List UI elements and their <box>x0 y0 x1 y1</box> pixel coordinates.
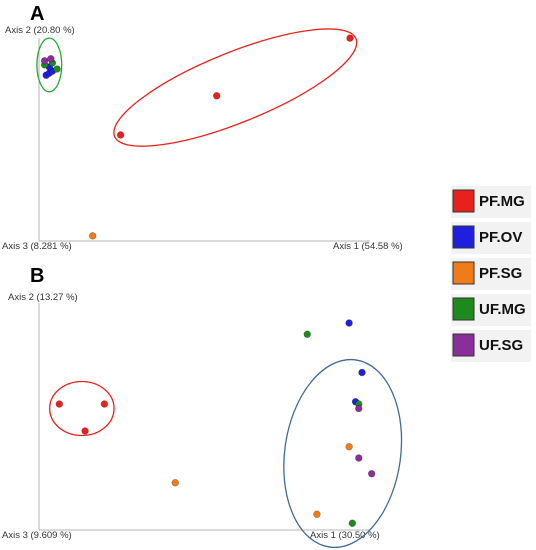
panel-a-point-pf-mg-2 <box>213 92 221 100</box>
panel-a-ellipses <box>36 28 358 147</box>
legend-swatch-pf-mg <box>452 189 475 213</box>
panel-a-ellipse-uf-mg <box>36 37 63 93</box>
panel-b-point-pf-sg-2 <box>345 443 353 451</box>
panel-b-point-uf-sg-2 <box>355 454 363 462</box>
panel-a-z-axis-label: Axis 3 (8.281 %) <box>2 241 72 252</box>
panel-b-x-axis-label: Axis 1 (30.50 %) <box>310 530 380 541</box>
panel-b-points <box>55 319 376 527</box>
panel-b-ellipse-pf-ov <box>283 358 403 549</box>
panel-a-point-uf-sg-1 <box>40 57 49 65</box>
panel-b-point-pf-ov-1 <box>345 319 353 327</box>
panel-b-point-pf-mg-1 <box>55 400 64 408</box>
panel-b-point-uf-sg-1 <box>355 404 363 413</box>
panel-b-point-pf-mg-2 <box>100 400 109 408</box>
panel-b-point-uf-sg-3 <box>367 470 376 478</box>
panel-a-point-pf-sg-1 <box>88 232 97 240</box>
panel-b-point-pf-ov-2 <box>358 368 366 377</box>
legend-label-pf-mg: PF.MG <box>479 193 525 210</box>
panel-b-z-axis-label: Axis 3 (9.609 %) <box>2 530 72 541</box>
panel-a-ellipse-pf-mg <box>113 28 358 147</box>
panel-a-letter: A <box>30 3 44 25</box>
panel-b-point-uf-mg-3 <box>348 519 357 527</box>
panel-b-point-uf-mg-1 <box>303 330 311 338</box>
panel-b-point-pf-mg-3 <box>81 427 89 435</box>
legend-swatch-pf-sg <box>452 261 475 285</box>
panel-a-point-pf-mg-1 <box>346 34 354 42</box>
panel-b-letter: B <box>30 265 44 287</box>
panel-a-point-pf-mg-3 <box>116 131 125 139</box>
panel-a-point-uf-mg-2 <box>53 65 61 73</box>
panel-b-ellipses <box>49 358 403 549</box>
legend-swatch-pf-ov <box>452 225 475 249</box>
legend-swatch-uf-sg <box>452 333 475 357</box>
legend: PF.MG PF.OV PF.SG UF.MG UF.SG <box>451 186 531 362</box>
panel-a-point-uf-sg-2 <box>47 55 55 63</box>
legend-label-uf-sg: UF.SG <box>479 337 523 354</box>
panel-b-point-pf-sg-3 <box>313 510 321 518</box>
legend-label-pf-sg: PF.SG <box>479 265 522 282</box>
panel-a-x-axis-label: Axis 1 (54.58 %) <box>333 241 403 252</box>
panel-b-y-axis-label: Axis 2 (13.27 %) <box>8 292 78 303</box>
panel-a-points <box>40 34 354 240</box>
panel-b-point-pf-sg-1 <box>171 479 179 487</box>
legend-label-pf-ov: PF.OV <box>479 229 522 246</box>
panel-a-y-axis-label: Axis 2 (20.80 %) <box>5 25 75 36</box>
panel-a: A Axis 2 (20.80 %) Axis 3 (8.281 %) Axis… <box>2 3 403 252</box>
legend-swatch-uf-mg <box>452 297 475 321</box>
panel-b-ellipse-pf-mg <box>49 380 115 437</box>
panel-b: B Axis 2 (13.27 %) Axis 3 (9.609 %) Axis… <box>2 265 403 549</box>
legend-label-uf-mg: UF.MG <box>479 301 526 318</box>
